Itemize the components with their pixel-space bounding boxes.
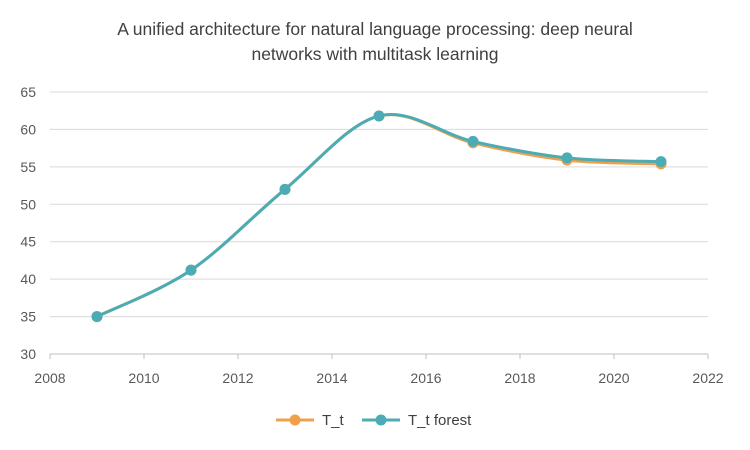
chart-title: A unified architecture for natural langu…	[0, 17, 750, 67]
series-t-t	[91, 110, 667, 323]
series-line	[95, 113, 663, 319]
x-tick-label: 2014	[316, 370, 347, 386]
data-point	[279, 183, 291, 195]
x-tick-label: 2012	[222, 370, 253, 386]
y-tick-label: 35	[20, 309, 36, 325]
x-tick-label: 2018	[504, 370, 535, 386]
data-point	[91, 311, 103, 323]
x-tick-label: 2010	[128, 370, 159, 386]
y-tick-label: 45	[20, 234, 36, 250]
y-tick-label: 65	[20, 84, 36, 100]
data-point	[467, 135, 479, 147]
legend-marker	[289, 414, 301, 426]
data-point	[185, 264, 197, 276]
y-tick-label: 55	[20, 159, 36, 175]
x-tick-label: 2008	[34, 370, 65, 386]
x-tick-label: 2020	[598, 370, 629, 386]
data-point	[655, 156, 667, 168]
legend-label: T_t	[322, 412, 345, 429]
y-tick-label: 30	[20, 346, 36, 362]
chart-title-line-2: networks with multitask learning	[251, 44, 499, 64]
x-tick-label: 2016	[410, 370, 441, 386]
y-tick-label: 60	[20, 121, 36, 137]
series-line	[95, 113, 663, 319]
y-tick-label: 40	[20, 271, 36, 287]
series-t-t-forest	[91, 110, 667, 323]
data-point	[561, 152, 573, 164]
data-point	[373, 110, 385, 122]
legend-label: T_t forest	[408, 412, 472, 429]
y-tick-label: 50	[20, 196, 36, 212]
x-tick-label: 2022	[692, 370, 723, 386]
legend-marker	[375, 414, 387, 426]
chart-title-line-1: A unified architecture for natural langu…	[117, 19, 633, 39]
legend-item-t-t-forest: T_t forest	[362, 412, 472, 429]
legend-item-t-t: T_t	[276, 412, 345, 429]
